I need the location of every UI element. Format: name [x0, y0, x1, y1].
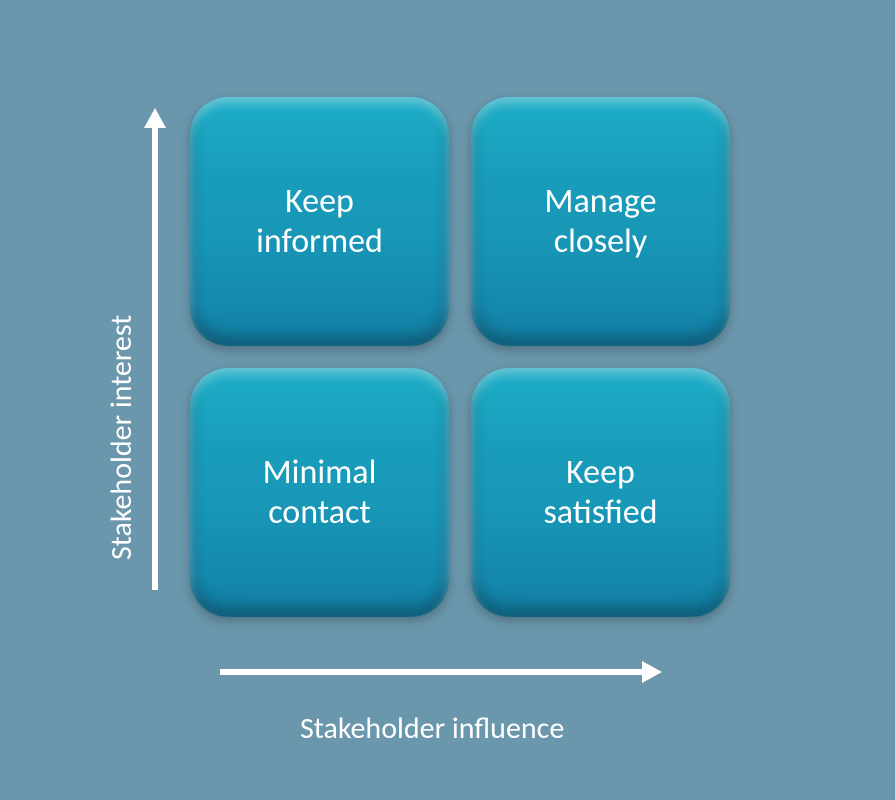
tile-keep-satisfied: Keep satisfied: [471, 368, 730, 617]
tile-label: Keep satisfied: [544, 453, 658, 531]
tile-label: Manage closely: [544, 182, 656, 260]
tile-minimal-contact: Minimal contact: [190, 368, 449, 617]
stakeholder-matrix: Keep informed Manage closely Minimal con…: [0, 0, 895, 800]
x-axis-arrow-icon: [204, 656, 676, 688]
tile-manage-closely: Manage closely: [471, 97, 730, 346]
y-axis-arrow-icon: [139, 94, 171, 606]
tile-label: Keep informed: [256, 182, 383, 260]
y-axis-label: Stakeholder interest: [103, 315, 140, 560]
tile-label: Minimal contact: [263, 453, 377, 531]
quadrant-grid: Keep informed Manage closely Minimal con…: [190, 97, 730, 617]
x-axis-label: Stakeholder influence: [300, 710, 564, 747]
tile-keep-informed: Keep informed: [190, 97, 449, 346]
